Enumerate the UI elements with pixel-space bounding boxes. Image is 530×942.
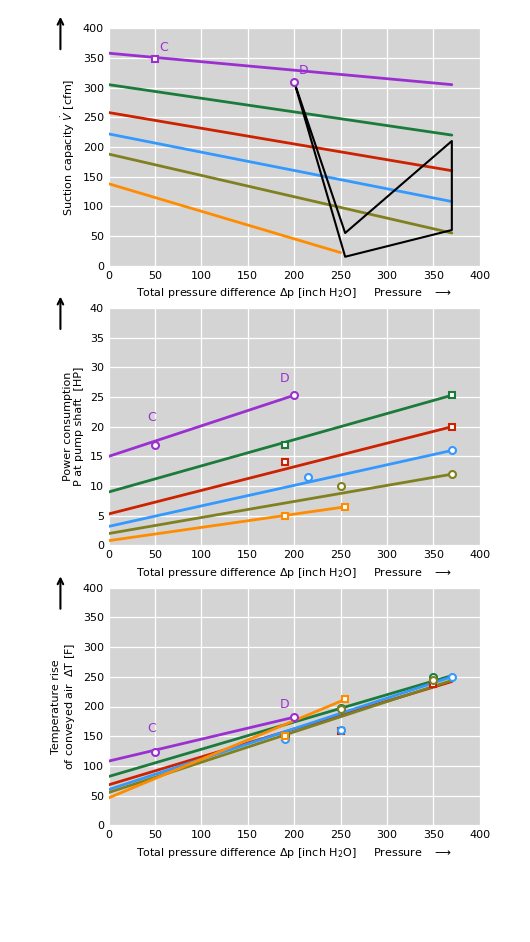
Text: D: D [280, 372, 290, 385]
Text: C: C [160, 41, 169, 55]
X-axis label: Total pressure difference $\Delta$p [inch H$_2$O]     Pressure   $\longrightarro: Total pressure difference $\Delta$p [inc… [136, 286, 452, 300]
Y-axis label: Suction capacity $\dot{V}$ [cfm]: Suction capacity $\dot{V}$ [cfm] [60, 78, 77, 216]
Text: C: C [147, 411, 156, 424]
X-axis label: Total pressure difference $\Delta$p [inch H$_2$O]     Pressure   $\longrightarro: Total pressure difference $\Delta$p [inc… [136, 846, 452, 860]
Y-axis label: Power consumption
P at pump shaft  [HP]: Power consumption P at pump shaft [HP] [63, 367, 84, 486]
Text: D: D [280, 698, 290, 711]
X-axis label: Total pressure difference $\Delta$p [inch H$_2$O]     Pressure   $\longrightarro: Total pressure difference $\Delta$p [inc… [136, 566, 452, 580]
Y-axis label: Temperature rise
of conveyed air  $\Delta$T [F]: Temperature rise of conveyed air $\Delta… [51, 643, 77, 770]
Text: D: D [299, 64, 308, 77]
Text: C: C [147, 722, 156, 735]
